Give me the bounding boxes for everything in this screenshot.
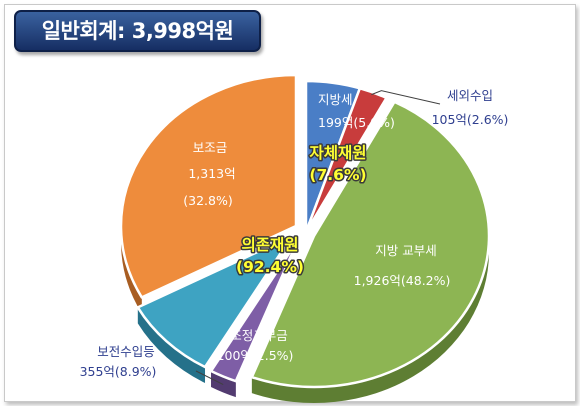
pie-slice bbox=[304, 87, 388, 234]
slice-amount-label: 1,313억 bbox=[188, 166, 235, 181]
slice-depth bbox=[137, 307, 206, 384]
slice-name-label: 보조금 bbox=[193, 140, 228, 155]
leader-lines bbox=[195, 90, 441, 385]
leader-line bbox=[195, 370, 224, 385]
group-name-label: 의존재원 bbox=[241, 236, 298, 254]
slice-name-label: 보전수입등 bbox=[97, 344, 155, 359]
slice-labels: 지방세 199억(5.0%) 세외수입 105억(2.6%) 지방 교부세 1,926억(… bbox=[80, 88, 509, 379]
slice-value-label: 355억(8.9%) bbox=[80, 364, 157, 379]
group-percent-label: (92.4%) bbox=[236, 258, 304, 276]
slice-value-label: 199억(5.0%) bbox=[318, 115, 395, 130]
slice-percent-label: (32.8%) bbox=[183, 193, 232, 208]
slice-value-label: 100억(2.5%) bbox=[217, 348, 294, 363]
slice-name-label: 세외수입 bbox=[447, 88, 493, 103]
slice-name-label: 지방세 bbox=[318, 92, 353, 107]
leader-line bbox=[371, 90, 441, 105]
slice-depth bbox=[251, 236, 489, 403]
slice-value-label: 105억(2.6%) bbox=[432, 112, 509, 127]
pie-slice bbox=[119, 73, 298, 299]
slice-depth bbox=[211, 371, 236, 398]
group-name-label: 자체재원 bbox=[309, 144, 366, 162]
group-labels: 자체재원 (7.6%) 의존재원 (92.4%) bbox=[235, 143, 369, 278]
slice-name-label: 조정교부금 bbox=[230, 328, 288, 343]
slice-name-label: 지방 교부세 bbox=[375, 243, 436, 258]
pie-depth bbox=[121, 226, 489, 403]
pie-slice bbox=[209, 238, 300, 383]
group-percent-label: (7.6%) bbox=[309, 166, 366, 184]
chart-title: 일반회계: 3,998억원 bbox=[14, 10, 261, 52]
pie-slice bbox=[136, 234, 294, 369]
pie-slices bbox=[119, 73, 491, 389]
pie-slice bbox=[250, 100, 491, 389]
slice-depth bbox=[121, 226, 142, 314]
slice-value-label: 1,926억(48.2%) bbox=[354, 273, 451, 288]
